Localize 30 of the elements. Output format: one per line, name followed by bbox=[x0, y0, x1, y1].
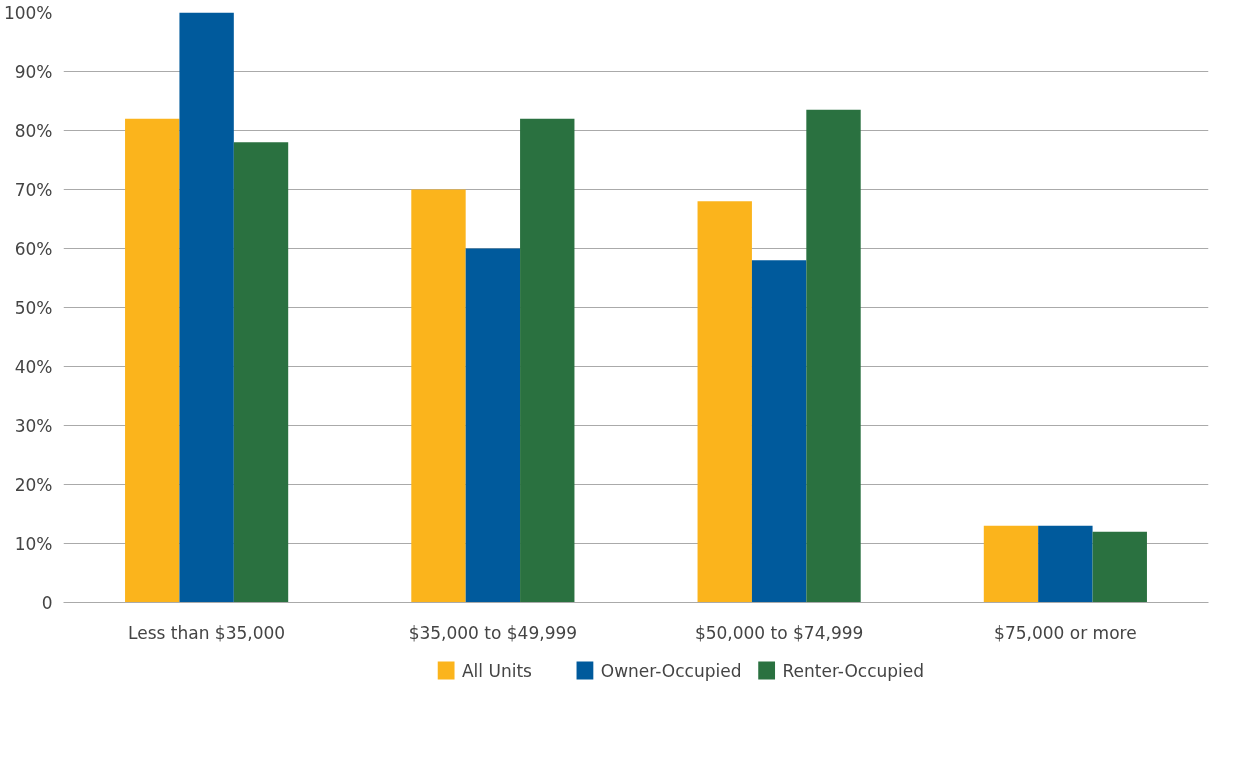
bar bbox=[233, 142, 289, 603]
bar bbox=[983, 525, 1039, 603]
bar bbox=[806, 109, 861, 603]
y-tick-label: 20% bbox=[14, 474, 53, 495]
y-tick-label: 0 bbox=[41, 592, 53, 613]
y-tick-label: 50% bbox=[14, 297, 53, 318]
x-tick-label: $75,000 or more bbox=[994, 622, 1137, 643]
bar bbox=[125, 118, 180, 603]
y-tick-label: 80% bbox=[14, 120, 53, 141]
y-tick-label: 40% bbox=[14, 356, 53, 377]
bar bbox=[1038, 525, 1093, 603]
x-tick-label: $35,000 to $49,999 bbox=[408, 622, 578, 643]
bar bbox=[751, 260, 807, 603]
bar bbox=[179, 12, 234, 603]
legend-label: Renter-Occupied bbox=[782, 660, 925, 681]
bar bbox=[1092, 531, 1147, 603]
y-tick-label: 60% bbox=[14, 238, 53, 259]
bar bbox=[465, 248, 521, 603]
y-tick-label: 90% bbox=[14, 61, 53, 82]
y-tick-label: 70% bbox=[14, 179, 53, 200]
bar bbox=[520, 118, 575, 603]
legend-label: Owner-Occupied bbox=[600, 660, 742, 681]
bar bbox=[411, 189, 466, 603]
x-tick-label: Less than $35,000 bbox=[128, 622, 286, 643]
y-tick-label: 100% bbox=[3, 2, 53, 23]
x-tick-label: $50,000 to $74,999 bbox=[694, 622, 864, 643]
bar bbox=[697, 201, 752, 603]
legend-label: All Units bbox=[461, 660, 533, 681]
y-tick-label: 10% bbox=[14, 533, 53, 554]
y-tick-label: 30% bbox=[14, 415, 53, 436]
